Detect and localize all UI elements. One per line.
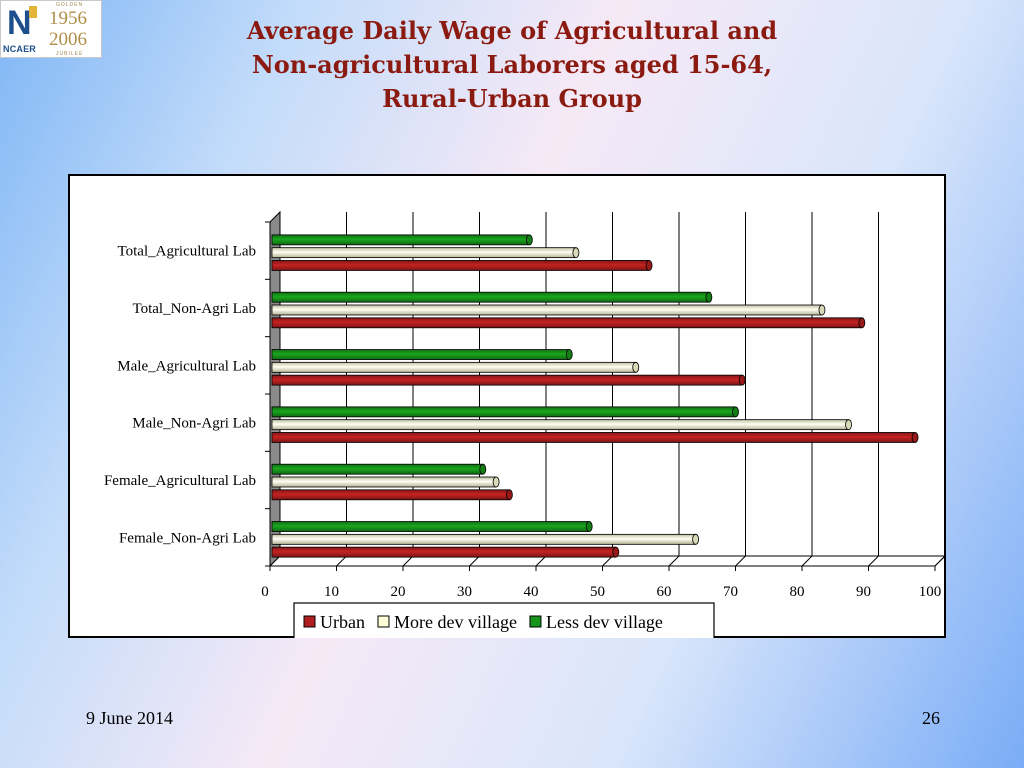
category-label: Female_Agricultural Lab	[104, 473, 256, 489]
bar-urban	[271, 546, 617, 558]
legend-label: Less dev village	[546, 612, 663, 632]
bar-cap	[911, 432, 919, 443]
bar-cap	[585, 521, 593, 532]
gridline-floor	[801, 555, 813, 567]
legend-label: More dev village	[394, 612, 517, 632]
bar-cap	[565, 349, 573, 360]
bar-more-dev-village	[271, 247, 577, 259]
bar-less-dev-village	[271, 463, 484, 475]
bar-less-dev-village	[271, 291, 710, 303]
bar-cap	[732, 406, 739, 418]
bar-urban	[271, 374, 743, 386]
logo-years: 1956 2006	[49, 9, 99, 49]
x-tick-label: 100	[919, 584, 942, 600]
bar-cap	[505, 489, 513, 501]
x-tick-label: 50	[590, 584, 605, 600]
category-label: Total_Non-Agri Lab	[132, 301, 256, 317]
bar-less-dev-village	[271, 349, 570, 360]
bar-cap	[525, 234, 533, 246]
gridline-floor	[535, 555, 547, 567]
x-tick-label: 0	[261, 584, 269, 600]
bar-cap	[572, 247, 580, 259]
bar-more-dev-village	[271, 361, 637, 373]
bar-cap	[692, 533, 699, 545]
legend-swatch	[377, 615, 390, 628]
category-label: Female_Non-Agri Lab	[119, 530, 256, 546]
title-line-3: Rural-Urban Group	[382, 84, 642, 113]
category-label: Male_Agricultural Lab	[117, 358, 256, 374]
x-tick-label: 90	[856, 584, 871, 600]
bar-cap	[818, 304, 826, 316]
x-tick-label: 70	[723, 584, 738, 600]
bar-more-dev-village	[271, 304, 823, 316]
ncaer-golden-jubilee-logo: GOLDEN N 1956 2006 NCAER JUBILEE	[0, 0, 102, 58]
gridline-floor	[868, 555, 879, 567]
title-line-2: Non-agricultural Laborers aged 15-64,	[251, 50, 773, 79]
bar-more-dev-village	[271, 533, 697, 545]
bar-cap	[612, 546, 620, 558]
bar-cap	[479, 463, 487, 475]
bar-less-dev-village	[271, 406, 736, 418]
logo-year-top: 1956	[49, 8, 87, 29]
bar-cap	[738, 374, 746, 386]
logo-org: NCAER	[3, 44, 37, 54]
bar-more-dev-village	[271, 419, 849, 431]
bar-less-dev-village	[271, 234, 530, 246]
bar-cap	[632, 361, 640, 373]
ncaer-n-mark-icon: N	[7, 5, 37, 41]
x-tick-label: 80	[790, 584, 805, 600]
bar-more-dev-village	[271, 476, 497, 488]
bar-urban	[271, 432, 916, 443]
legend-label: Urban	[320, 612, 365, 632]
bar-cap	[705, 291, 713, 303]
gridline-floor	[735, 555, 746, 567]
bar-less-dev-village	[271, 521, 590, 532]
bar-cap	[845, 419, 852, 431]
gridline-floor	[602, 555, 613, 567]
x-tick-label: 30	[457, 584, 472, 600]
x-tick-label: 60	[657, 584, 672, 600]
x-tick-label: 40	[524, 584, 539, 600]
gridline-floor	[469, 555, 480, 567]
gridline-floor	[336, 555, 347, 567]
bar-urban	[271, 489, 510, 501]
bar-cap	[492, 476, 500, 488]
logo-tag-bottom: JUBILEE	[56, 51, 84, 57]
footer-page-number: 26	[922, 708, 940, 728]
bar-chart: 0 10 20 30 40 50 60 70 80 90 100 Total_Agricultural…	[104, 210, 946, 638]
category-label: Male_Non-Agri Lab	[132, 416, 256, 432]
bar-cap	[645, 260, 653, 271]
x-tick-label: 10	[324, 584, 339, 600]
legend-swatch	[303, 615, 316, 628]
logo-tag-top: GOLDEN	[56, 2, 84, 8]
bar-urban	[271, 260, 650, 271]
footer-date: 9 June 2014	[86, 708, 173, 728]
title-line-1: Average Daily Wage of Agricultural and	[246, 16, 778, 45]
category-label: Total_Agricultural Lab	[118, 244, 257, 260]
slide-title: Average Daily Wage of Agricultural and N…	[150, 14, 874, 116]
gridline-floor	[934, 555, 946, 567]
logo-year-bottom: 2006	[49, 29, 87, 50]
gridline-floor	[668, 555, 680, 567]
x-tick-label: 20	[391, 584, 406, 600]
bar-urban	[271, 317, 863, 329]
gridline-floor	[402, 555, 414, 567]
bar-cap	[858, 317, 866, 329]
legend-box	[293, 602, 715, 638]
legend-swatch	[529, 615, 542, 628]
